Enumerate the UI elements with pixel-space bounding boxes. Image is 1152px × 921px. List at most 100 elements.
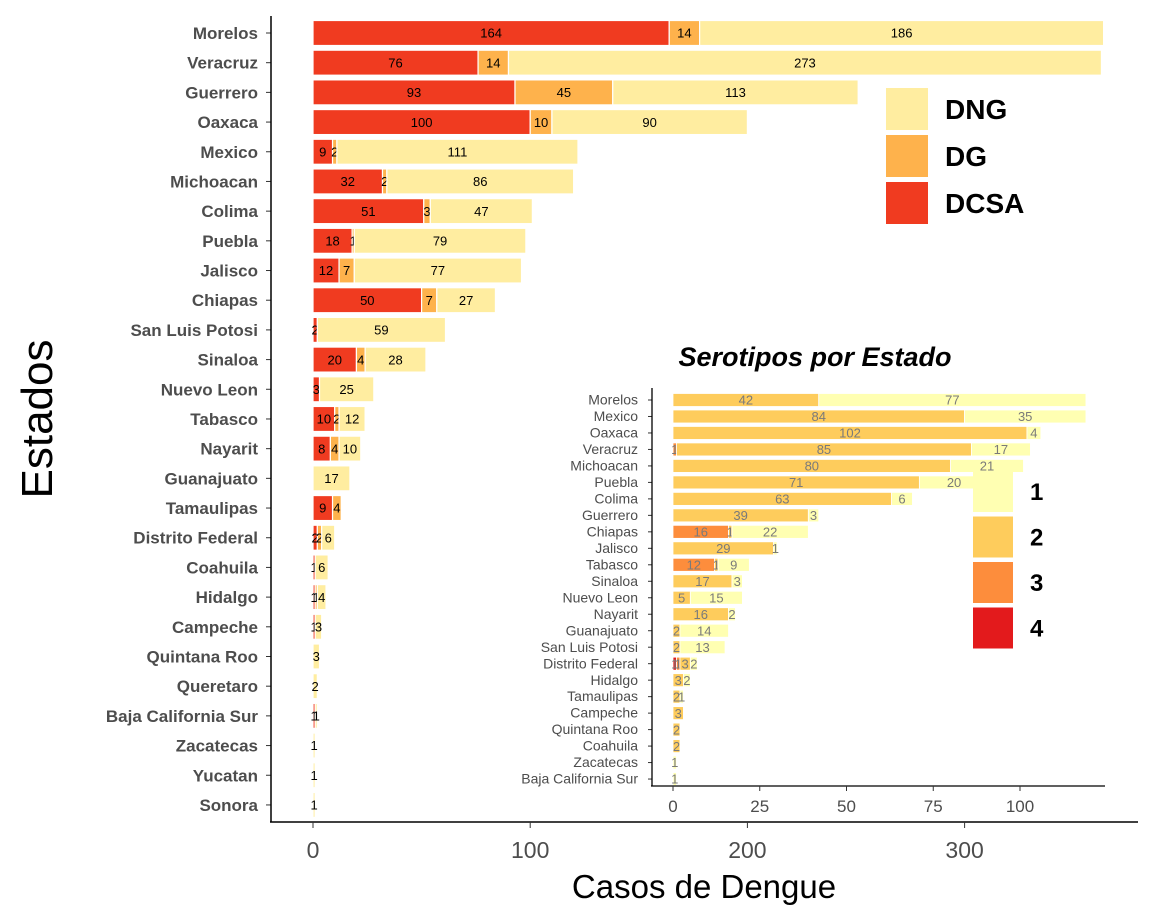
inset-y-tick-label-nuevo-leon: Nuevo Leon [562, 589, 638, 605]
value-label-mexico-dg: 2 [331, 144, 338, 159]
inset-y-tick-label-veracruz: Veracruz [583, 441, 638, 457]
y-tick-label-chiapas: Chiapas [192, 291, 258, 310]
value-label-mexico-dcsa: 9 [319, 144, 326, 159]
value-label-queretaro-dng: 2 [312, 679, 319, 694]
value-label-tabasco-dg: 2 [333, 412, 340, 427]
value-label-nuevo-leon-1: 15 [709, 590, 723, 605]
inset-legend-key-1 [973, 471, 1013, 512]
bar-quintana-roo-dng [312, 643, 321, 670]
bar-tabasco-dng [338, 405, 366, 433]
inset-x-tick-label-25: 25 [750, 797, 769, 816]
y-tick-label-baja-california-sur: Baja California Sur [106, 707, 258, 726]
value-label-veracruz-3: 1 [671, 442, 678, 457]
value-label-chiapas-dg: 7 [426, 293, 433, 308]
bar-distrito-federal-1 [689, 656, 698, 671]
inset-legend-key-2 [973, 516, 1013, 558]
bar-hidalgo-1 [683, 673, 691, 688]
value-label-chiapas-dng: 27 [459, 293, 473, 308]
bar-morelos-dcsa [312, 19, 670, 47]
value-label-san-luis-potosi-dng: 59 [374, 323, 388, 338]
inset-y-tick-label-guerrero: Guerrero [582, 507, 638, 523]
value-label-quintana-roo-dng: 3 [313, 649, 320, 664]
inset-y-tick-label-jalisco: Jalisco [595, 540, 638, 556]
bar-sinaloa-dcsa [312, 346, 358, 373]
main-axes: MorelosVeracruzGuerreroOaxacaMexicoMicho… [13, 16, 1138, 905]
value-label-nuevo-leon-2: 5 [678, 590, 685, 605]
bar-guerrero-dng [612, 79, 859, 106]
bar-guerrero-1 [807, 508, 820, 523]
value-label-campeche-dng: 3 [315, 619, 322, 634]
bar-zacatecas-1 [672, 755, 677, 770]
bar-baja-california-sur-dng [314, 702, 318, 729]
inset-y-tick-label-colima: Colima [594, 490, 638, 506]
inset-y-tick-label-hidalgo: Hidalgo [591, 672, 639, 688]
bar-tamaulipas-dg [331, 494, 342, 522]
value-label-michoacan-dcsa: 32 [341, 174, 355, 189]
value-label-yucatan-dng: 1 [310, 768, 317, 783]
inset-y-tick-label-quintana-roo: Quintana Roo [552, 721, 639, 737]
bar-veracruz-dg [477, 49, 510, 76]
y-axis-title: Estados [13, 340, 62, 499]
y-tick-label-oaxaca: Oaxaca [198, 113, 259, 132]
inset-legend-label-3: 3 [1030, 570, 1043, 597]
bar-coahuila-dng [314, 554, 329, 581]
value-label-chiapas-2: 1 [727, 525, 734, 540]
legend-key-dcsa [886, 182, 928, 224]
bar-mexico-dng [336, 138, 579, 165]
value-label-jalisco-dg: 7 [343, 263, 350, 278]
bar-michoacan-dng [386, 168, 575, 195]
value-label-michoacan-1: 21 [980, 459, 994, 474]
bar-jalisco-1 [773, 541, 778, 556]
inset-legend-label-2: 2 [1030, 525, 1043, 552]
value-label-coahuila-dcsa: 1 [310, 560, 317, 575]
inset-x-tick-label-50: 50 [837, 797, 856, 816]
bar-sinaloa-dng [364, 346, 427, 373]
bar-morelos-dng [699, 19, 1105, 47]
value-label-mexico-1: 35 [1018, 409, 1032, 424]
y-tick-label-sinaloa: Sinaloa [198, 351, 259, 370]
value-label-tabasco-dng: 12 [345, 412, 359, 427]
value-label-tabasco-1: 9 [730, 557, 737, 572]
inset-y-tick-label-san-luis-potosi: San Luis Potosi [541, 639, 638, 655]
bar-morelos-dg [668, 19, 701, 47]
value-label-michoacan-2: 80 [805, 459, 819, 474]
y-tick-label-quintana-roo: Quintana Roo [147, 647, 258, 666]
bar-hidalgo-dng [316, 584, 327, 611]
bar-oaxaca-1 [1026, 426, 1042, 440]
inset-y-tick-label-sinaloa: Sinaloa [591, 573, 638, 589]
value-label-guanajuato-1: 14 [697, 623, 711, 638]
value-label-mexico-2: 84 [812, 409, 826, 424]
legend-label-dg: DG [945, 141, 987, 172]
x-axis-title: Casos de Dengue [572, 868, 836, 905]
value-label-guerrero-dg: 45 [557, 85, 571, 100]
inset-y-tick-label-chiapas: Chiapas [587, 523, 638, 539]
value-label-nayarit-2: 16 [694, 607, 708, 622]
y-tick-label-nuevo-leon: Nuevo Leon [161, 380, 258, 399]
inset-y-tick-label-tamaulipas: Tamaulipas [567, 688, 638, 704]
y-tick-label-jalisco: Jalisco [200, 262, 258, 281]
value-label-tabasco-3: 12 [687, 557, 701, 572]
inset-y-tick-label-michoacan: Michoacan [570, 458, 638, 474]
bar-campeche-2 [672, 706, 684, 721]
value-label-tabasco-2: 1 [713, 557, 720, 572]
bar-guerrero-dcsa [312, 79, 516, 106]
inset-y-tick-label-tabasco: Tabasco [586, 556, 638, 572]
x-tick-label-100: 100 [511, 837, 549, 863]
inset-y-tick-label-campeche: Campeche [570, 705, 638, 721]
value-label-oaxaca-1: 4 [1030, 426, 1037, 441]
y-tick-label-coahuila: Coahuila [186, 558, 258, 577]
bar-san-luis-potosi-1 [679, 640, 726, 655]
x-tick-label-300: 300 [945, 837, 983, 863]
legend-key-dg [886, 135, 928, 177]
bar-jalisco-dcsa [312, 257, 340, 284]
y-tick-label-tamaulipas: Tamaulipas [166, 499, 258, 518]
value-label-puebla-dg: 1 [350, 234, 357, 249]
value-label-hidalgo-dng: 4 [318, 590, 325, 605]
legend-label-dng: DNG [945, 94, 1007, 125]
value-label-baja-california-sur-dng: 1 [313, 709, 320, 724]
y-tick-label-yucatan: Yucatan [193, 766, 258, 785]
value-label-tamaulipas-dg: 4 [333, 501, 340, 516]
bar-coahuila-2 [672, 739, 681, 753]
value-label-distrito-federal-dcsa: 2 [312, 530, 319, 545]
